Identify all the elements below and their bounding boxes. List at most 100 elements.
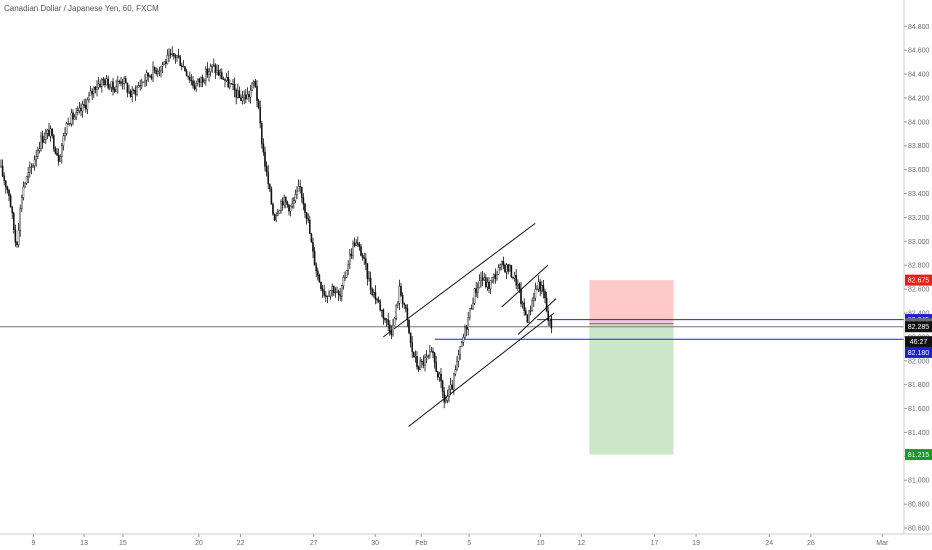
candle-body [236, 90, 239, 98]
candle-body [483, 277, 486, 281]
last-price-badge-label: 82.285 [908, 324, 930, 331]
candle-body [461, 341, 463, 347]
candle-body [379, 301, 382, 311]
chart-title: Canadian Dollar / Japanese Yen, 60, FXCM [4, 4, 159, 13]
candle-body [70, 112, 73, 125]
candle-body [176, 55, 178, 58]
candle-body [131, 89, 134, 98]
candle-body [445, 400, 447, 403]
candle-body [241, 97, 244, 101]
candle-body [59, 156, 61, 162]
candle-body [38, 148, 41, 151]
candle-body [248, 94, 250, 98]
candle-body [544, 291, 546, 299]
candle-body [45, 133, 47, 140]
candle-body [475, 288, 478, 293]
candle-body [182, 66, 185, 68]
price-tick-label: 84.000 [908, 119, 930, 126]
candle-body [11, 207, 14, 214]
candle-body [78, 107, 81, 111]
small-channel-lower [517, 298, 557, 335]
countdown-badge [905, 336, 932, 348]
candle-body [323, 290, 326, 296]
price-tick-label: 84.200 [908, 95, 930, 102]
candle-body [429, 351, 431, 356]
candle-body [254, 81, 257, 87]
candle-body [504, 265, 506, 273]
candle-body [249, 90, 252, 98]
candle-body [432, 351, 434, 354]
time-tick-label: 19 [692, 540, 700, 547]
candle-body [25, 176, 28, 184]
candle-body [147, 72, 150, 77]
candle-body [4, 180, 7, 188]
candle-body [334, 292, 337, 294]
candle-body [230, 83, 233, 85]
time-tick-label: 27 [310, 540, 318, 547]
candle-body [48, 129, 50, 137]
candle-body [515, 275, 517, 286]
candle-body [453, 373, 455, 390]
candle-body [294, 194, 297, 201]
candle-body [240, 97, 242, 101]
candle-body [326, 296, 329, 298]
candle-body [416, 356, 418, 367]
candle-body [382, 309, 385, 319]
candle-body [493, 274, 495, 278]
candle-body [148, 75, 151, 77]
candle-body [291, 203, 294, 207]
candle-body [347, 264, 350, 271]
candle-body [145, 72, 148, 81]
candle-body [94, 86, 97, 90]
candle-body [390, 331, 393, 335]
candle-body [550, 318, 553, 329]
candle-body [341, 285, 343, 297]
candle-body [401, 295, 404, 304]
candle-body [102, 79, 105, 81]
candle-body [307, 218, 310, 221]
candle-body [126, 82, 129, 93]
price-tick-label: 83.200 [908, 215, 930, 222]
candle-body [97, 83, 100, 88]
candle-body [179, 56, 182, 66]
candle-body [286, 201, 289, 205]
candle-body [89, 90, 92, 96]
candle-body [451, 384, 454, 390]
time-tick-label: 5 [467, 540, 471, 547]
candle-body [190, 79, 193, 82]
candle-body [369, 277, 372, 290]
candle-body [371, 289, 374, 295]
price-tick-label: 83.400 [908, 191, 930, 198]
take-profit-zone [589, 323, 674, 455]
candle-body [296, 190, 298, 195]
price-tick-label: 81.000 [908, 478, 930, 485]
candle-body [35, 156, 37, 161]
candle-body [360, 246, 362, 256]
time-axis[interactable]: 9 13 15 20 22 27 30 Feb 5 10 12 17 19 24 26 Mar [0, 533, 932, 547]
time-tick-label: 13 [80, 540, 88, 547]
candle-body [315, 264, 318, 272]
candle-body [533, 297, 535, 301]
candle-body [518, 283, 521, 290]
time-tick-label: 24 [765, 540, 773, 547]
candle-body [345, 270, 348, 278]
small-channel-upper [501, 264, 549, 308]
plot-area[interactable] [0, 46, 904, 455]
candle-body [222, 78, 225, 80]
price-axis[interactable]: 80.60080.80081.00081.20081.40081.60081.8… [903, 0, 932, 534]
candle-body [481, 277, 484, 281]
candle-body [192, 80, 194, 86]
candle-body [417, 366, 420, 370]
candle-body [374, 292, 377, 300]
candle-body [454, 369, 457, 375]
candle-body [507, 264, 510, 272]
price-tick-label: 81.400 [908, 430, 930, 437]
candle-body [297, 186, 300, 192]
candle-body [19, 208, 22, 231]
candle-body [84, 105, 87, 110]
price-tick-label: 82.400 [908, 310, 930, 317]
candle-body [430, 351, 433, 353]
candle-body [477, 287, 479, 293]
candle-body [198, 78, 201, 83]
